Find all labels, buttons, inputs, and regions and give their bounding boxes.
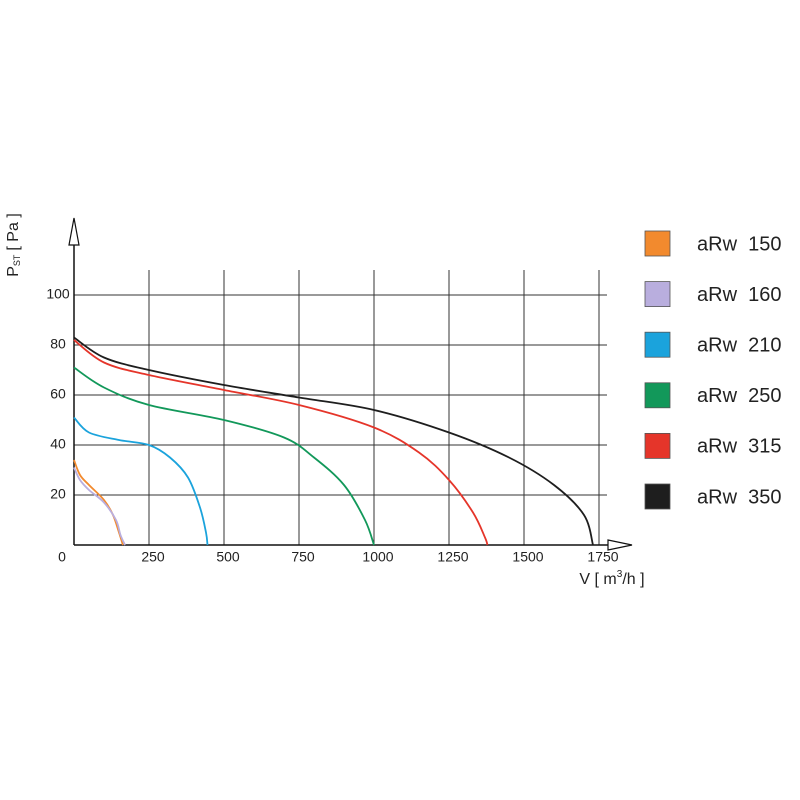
x-tick-label: 1000 <box>362 549 393 565</box>
legend-swatch <box>644 483 671 510</box>
x-label: V [ m3/h ] <box>579 569 644 589</box>
x-tick-label: 1250 <box>437 549 468 565</box>
y-tick-label: 80 <box>50 336 66 352</box>
x-label-main: V [ m <box>579 571 616 588</box>
x-axis-arrow <box>607 539 633 551</box>
y-tick-label: 20 <box>50 486 66 502</box>
legend-swatch <box>644 230 671 257</box>
series-line <box>73 336 594 546</box>
y-label-unit: [ Pa ] <box>5 213 22 250</box>
y-tick-label: 100 <box>46 286 70 302</box>
x-tick-label: 0 <box>58 549 66 565</box>
x-label-sup: 3 <box>617 569 623 580</box>
series-line <box>73 339 489 546</box>
series-line <box>73 459 124 546</box>
legend-label: aRw 315 <box>697 436 782 458</box>
legend-label: aRw 160 <box>697 284 782 306</box>
y-label-sub: ST <box>12 254 22 266</box>
x-tick-label: 1750 <box>587 549 618 565</box>
legend-swatch <box>644 432 671 459</box>
legend-label: aRw 350 <box>697 486 782 508</box>
legend-swatch <box>644 281 671 308</box>
y-label: PST [ Pa ] <box>5 213 22 277</box>
grid <box>74 270 607 545</box>
legend-label: aRw 250 <box>697 385 782 407</box>
x-tick-label: 500 <box>216 549 240 565</box>
x-tick-label: 1500 <box>512 549 543 565</box>
x-tick-label: 250 <box>141 549 165 565</box>
legend-swatch <box>644 382 671 409</box>
series-line <box>73 467 126 546</box>
legend-label: aRw 210 <box>697 334 782 356</box>
y-tick-label: 60 <box>50 386 66 402</box>
legend-label: aRw 150 <box>697 233 782 255</box>
x-tick-label: 750 <box>291 549 315 565</box>
y-axis-arrow <box>68 217 80 246</box>
x-label-unit: /h ] <box>622 571 644 588</box>
y-axis-label: PST [ Pa ] <box>5 213 22 277</box>
series-line <box>73 366 375 546</box>
y-label-main: P <box>5 266 22 277</box>
y-tick-label: 40 <box>50 436 66 452</box>
legend-swatch <box>644 331 671 358</box>
series-line <box>73 416 209 546</box>
